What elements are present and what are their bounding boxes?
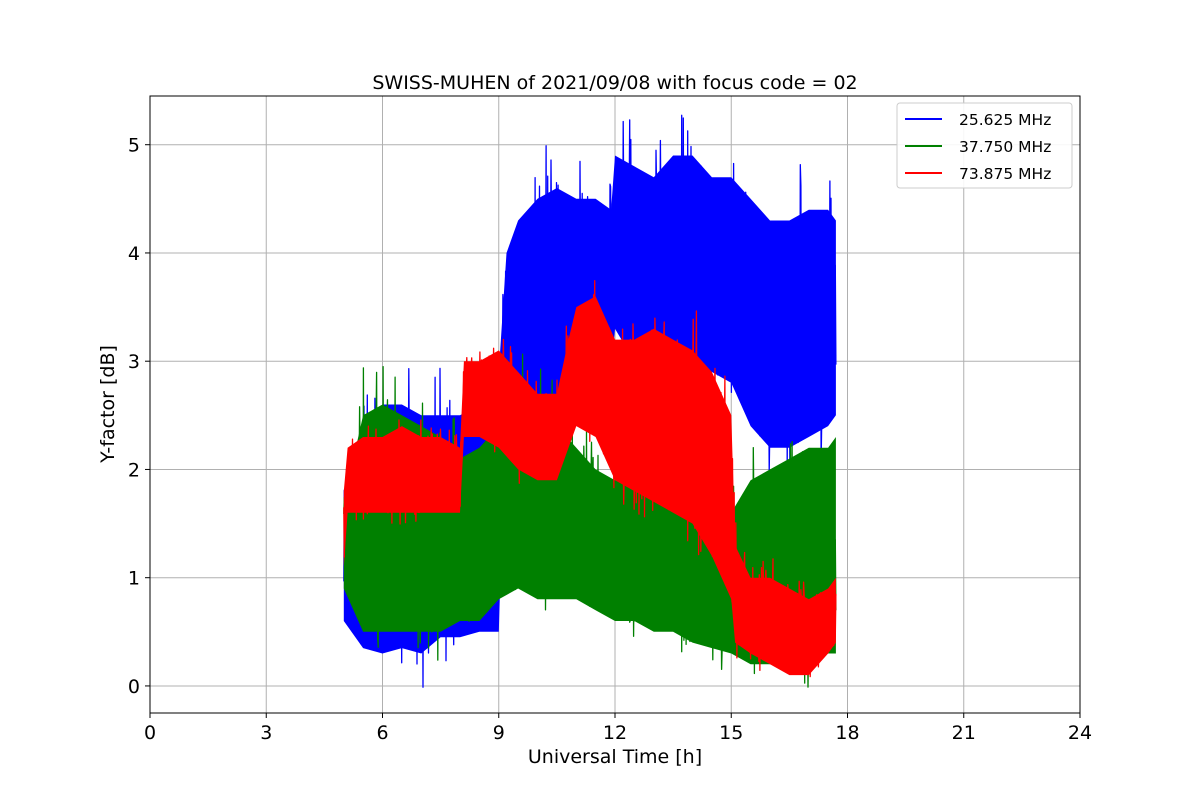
y-axis-label: Y-factor [dB]	[97, 345, 119, 464]
series-line-1	[343, 353, 837, 688]
legend-box	[896, 102, 1073, 189]
x-tick-label-3: 9	[493, 722, 505, 744]
legend-label-0: 25.625 MHz	[959, 111, 1051, 129]
x-tick-label-5: 15	[719, 722, 743, 744]
y-tick-label-4: 4	[128, 243, 140, 265]
x-tick-label-1: 3	[260, 722, 272, 744]
y-tick-label-1: 1	[128, 568, 140, 590]
x-tick-label-8: 24	[1068, 722, 1092, 744]
x-axis-label: Universal Time [h]	[528, 746, 702, 768]
x-tick-label-2: 6	[376, 722, 388, 744]
series-line-2	[343, 280, 837, 678]
series-1	[343, 353, 837, 688]
y-tick-label-3: 3	[128, 351, 140, 373]
x-tick-label-0: 0	[144, 722, 156, 744]
legend-label-2: 73.875 MHz	[959, 165, 1051, 183]
y-tick-label-5: 5	[128, 135, 140, 157]
legend: 25.625 MHz 37.750 MHz 73.875 MHz	[896, 102, 1073, 189]
chart-title: SWISS-MUHEN of 2021/09/08 with focus cod…	[372, 72, 857, 94]
y-tick-label-2: 2	[128, 459, 140, 481]
y-tick-label-0: 0	[128, 676, 140, 698]
plot-layer	[343, 114, 837, 688]
legend-label-1: 37.750 MHz	[959, 138, 1051, 156]
x-tick-label-7: 21	[952, 722, 976, 744]
x-tick-label-4: 12	[603, 722, 627, 744]
x-tick-label-6: 18	[835, 722, 859, 744]
series-2	[343, 280, 837, 678]
